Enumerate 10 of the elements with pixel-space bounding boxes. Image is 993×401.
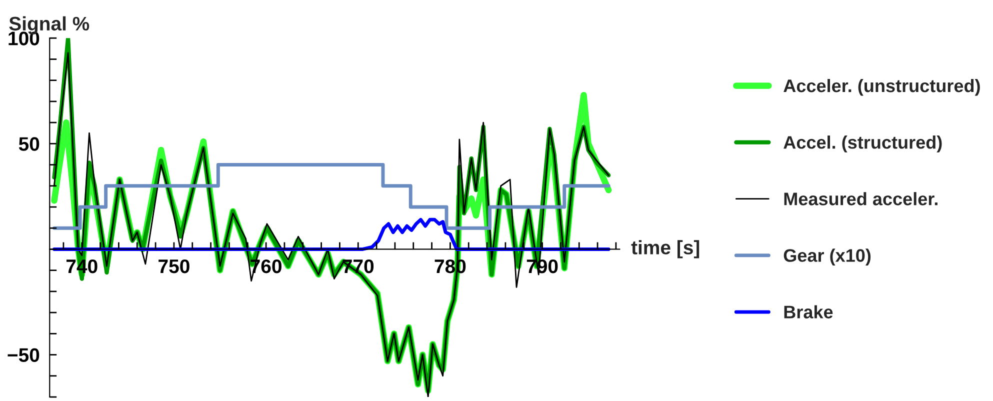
legend-label: Gear (x10)	[784, 248, 871, 266]
x-axis-title: time [s]	[631, 240, 700, 258]
legend-label: Brake	[784, 305, 833, 318]
x-tick-label: 750	[158, 259, 190, 274]
y-tick-label: 50	[18, 137, 40, 151]
y-tick-label: −50	[8, 348, 40, 362]
legend-label: Accel. (structured)	[784, 136, 942, 152]
line-series	[52, 218, 610, 251]
legend-label: Measured acceler.	[784, 192, 938, 206]
legend-label: Acceler. (unstructured)	[784, 78, 980, 96]
